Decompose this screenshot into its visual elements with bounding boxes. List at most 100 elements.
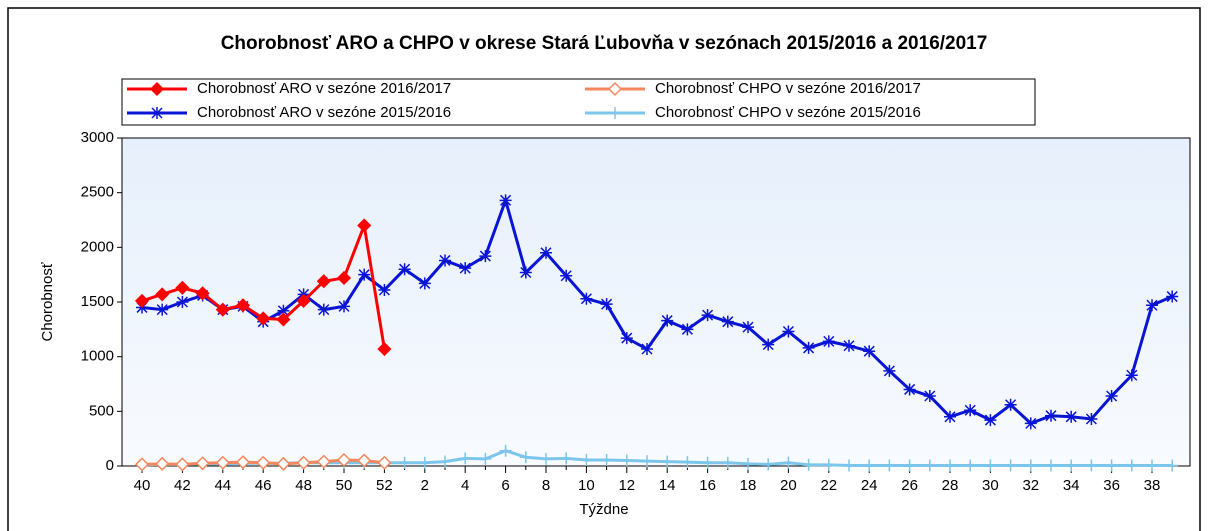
point [296,293,311,308]
legend-label: Chorobnosť CHPO v sezóne 2015/2016 [655,104,921,121]
point [1105,459,1118,472]
point [863,459,876,472]
y-tick-label: 2000 [81,238,114,255]
point [398,456,411,469]
y-tick-label: 0 [106,457,114,474]
legend-marker [151,107,163,119]
point [155,456,170,471]
x-tick-label: 26 [901,477,918,494]
point [336,270,352,286]
point [195,286,210,301]
chart-title: Chorobnosť ARO a CHPO v okrese Stará Ľub… [221,33,988,54]
point [336,452,352,468]
point [721,315,734,328]
point [641,343,653,356]
point [1085,459,1098,472]
point [600,453,613,466]
point [519,266,532,279]
point [600,298,613,311]
point [681,456,694,469]
point [1004,459,1017,472]
point [742,321,754,334]
x-tick-label: 24 [861,477,878,494]
series-line [141,195,1173,426]
point [964,459,977,472]
point [762,458,775,471]
point [1065,459,1078,472]
point [540,452,552,465]
point [176,296,189,308]
point [276,456,291,471]
point [357,453,372,468]
point [802,458,815,471]
point [782,456,795,469]
point [134,457,150,472]
point [1024,417,1037,430]
x-tick-label: 28 [942,477,959,494]
point [560,269,573,282]
point [1085,412,1098,425]
point [1004,398,1017,411]
y-tick-label: 500 [89,402,114,419]
y-tick-label: 1000 [81,348,114,365]
point [540,246,552,259]
x-tick-label: 12 [618,477,635,494]
point [134,293,150,308]
point [459,452,472,465]
point [519,451,532,464]
point [1125,369,1138,382]
x-tick-label: 42 [174,477,191,494]
x-tick-label: 14 [659,477,676,494]
point [641,455,653,468]
point [984,414,997,427]
x-tick-label: 6 [501,477,509,494]
point [296,455,311,470]
point [580,453,593,466]
point [418,456,431,469]
legend-marker [607,81,623,97]
point [883,459,896,472]
point [256,311,271,326]
x-tick-label: 38 [1144,477,1161,494]
x-tick-label: 52 [376,477,393,494]
x-tick-label: 4 [461,477,469,494]
point [964,404,977,417]
x-tick-label: 40 [134,477,151,494]
point [721,456,734,469]
point [822,335,835,348]
point [1065,410,1078,423]
y-tick-label: 3000 [81,129,114,146]
x-tick-label: 46 [255,477,272,494]
legend-label: Chorobnosť ARO v sezóne 2016/2017 [197,80,451,97]
point [378,283,391,296]
point [620,332,633,345]
point [479,250,492,263]
point [235,298,251,313]
point [863,345,876,358]
point [439,455,451,468]
point [782,325,795,338]
point [195,456,210,471]
point [175,280,190,295]
legend-marker [609,107,621,119]
point [316,274,331,289]
point [358,268,371,281]
x-tick-label: 34 [1063,477,1080,494]
point [923,459,936,472]
point [398,263,411,276]
x-tick-label: 22 [820,477,837,494]
point [944,410,956,423]
point [499,194,512,207]
point [277,304,290,317]
legend [121,78,1036,126]
y-tick-label: 2500 [81,184,114,201]
point [701,456,714,469]
point [1125,459,1138,472]
x-axis-label: Týždne [579,501,628,518]
x-tick-label: 48 [295,477,312,494]
point [903,383,916,396]
point [377,341,392,357]
point [418,277,431,290]
point [1146,299,1158,312]
